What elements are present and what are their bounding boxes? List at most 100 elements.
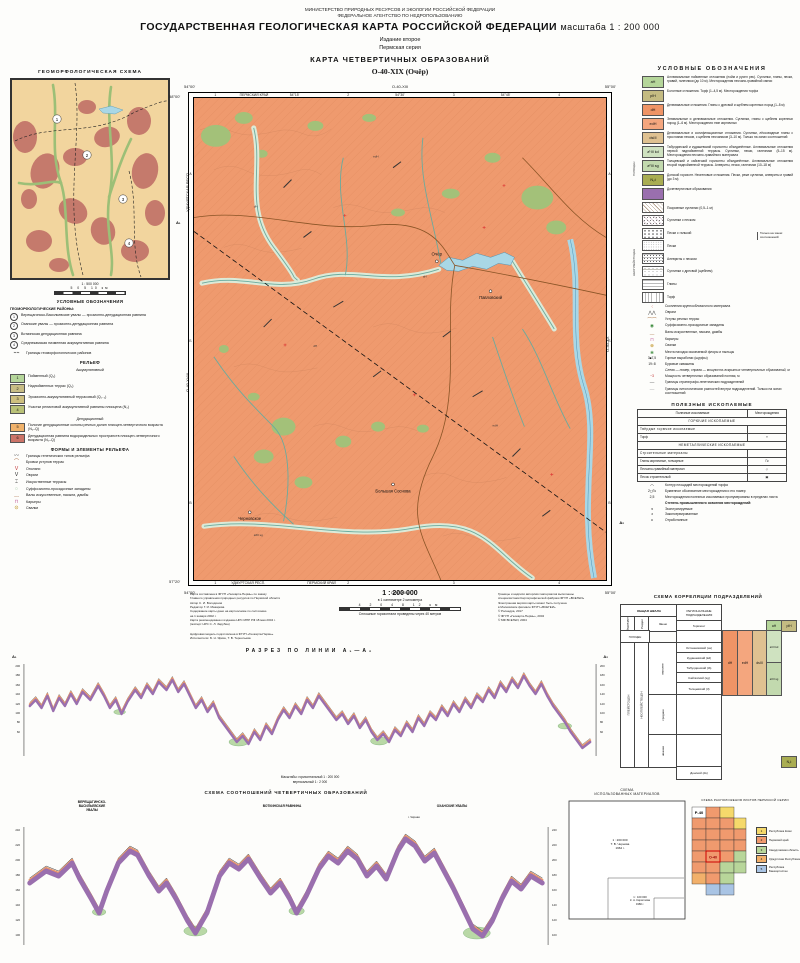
district-row: 4 Среднекамская низменная аккумулятивная … [10, 341, 170, 350]
lith-silt-icon [642, 253, 664, 265]
corner-lat-top: 58°00' [169, 94, 181, 99]
legend-unit-row: a¹III kd Табулдинский и кудашевский гориз… [642, 145, 796, 158]
symbol-row: ◉ Суффозионно-просадочные западины [642, 323, 796, 329]
relief-row: 2 Надпойменных террас (Q₃) [10, 384, 170, 394]
symbol-label: Скопления крупнообломочного материала [665, 303, 731, 308]
zveno-upper-cell: верхнее [648, 642, 678, 696]
mineral-name: Песчано-гравийный материал [637, 464, 748, 474]
relief-label: Надпойменных террас (Q₃) [28, 384, 74, 389]
unit-swatch: edH [642, 118, 664, 130]
peat-contour-icon: ◠ [650, 482, 654, 488]
accum-title: Аккумулятивный [76, 367, 104, 372]
status-title: Степень промышленного освоения месторожд… [665, 500, 752, 505]
map-unit-label: edH [493, 424, 498, 428]
lithology-row: Алевриты с песком [642, 253, 796, 265]
unit-swatch: dH [642, 104, 664, 116]
relief-row: 3 Эрозионно-аккумулятивный террасовый (Q₁… [10, 394, 170, 404]
lith-label: Глины [667, 282, 677, 287]
map-unit-label: a²III sg [254, 533, 263, 537]
peak-label: г. Чёрная [408, 815, 420, 819]
symbol-note-row: Слева — номер, справа — мощность вскрыты… [642, 368, 796, 373]
relief-type-border-icon: 〰 [13, 452, 19, 459]
district-3-marker: 3 [122, 197, 125, 202]
symbol-row: — Границы стратиграфо-генетических подраз… [642, 380, 796, 386]
geomorph-scale-value: 1 : 500 000 [81, 282, 99, 286]
form-row: ﹏ Валы искусственные, насыпи, дамбы [10, 493, 170, 498]
relief-label: Денудационная равнина водораздельных про… [28, 433, 160, 443]
symbol-row: ⊓ Карьеры [642, 337, 796, 343]
note-label: Буквенное обозначение месторождения и ег… [665, 488, 746, 493]
district-number-icon: 4 [10, 341, 18, 350]
lith-clay-icon [642, 278, 664, 290]
row-tick-b: Б [189, 339, 192, 343]
relief-swatch: 3 [10, 394, 25, 404]
geomorph-scalebar-labels: 5 0 5 10 км [70, 286, 110, 290]
holocene-label: ГОЛОЦЕН [628, 635, 642, 639]
town-label: Черновское [238, 516, 261, 521]
boulders-icon: ⁖ [650, 303, 654, 309]
row-tick-a: А [189, 171, 192, 176]
unit-description: Делювиальные отложения. Глины с дресвой … [667, 103, 785, 107]
credits-right: Границы и надписи авторских материалов в… [498, 592, 585, 623]
ministry-line: МИНИСТЕРСТВО ПРИРОДНЫХ РЕСУРСОВ И ЭКОЛОГ… [304, 7, 496, 12]
materials-svg [568, 800, 686, 920]
note-row: 2◻Гк Буквенное обозначение месторождения … [642, 488, 796, 494]
symbol-note: Слева — номер, справа — мощность вскрыты… [665, 368, 790, 373]
geomorph-scale: 1 : 500 000 5 0 5 10 км [8, 282, 172, 295]
credits-digital: Цифровая модель подготовлена в ФГУП «Гео… [190, 632, 274, 641]
deposit-mark-icon: 2◻Гк [647, 488, 657, 493]
region-swatch: 5 [756, 864, 767, 873]
symbol-row: 3■7,5 Горные выработки (шурфы) [642, 356, 796, 361]
town-label: Павловский [479, 295, 503, 300]
col-tick-1: 1 [214, 93, 217, 98]
symbol-label: Мощность четвертичных образований полная… [665, 374, 740, 379]
corner-lon-topright: 55°00' [604, 84, 616, 89]
map-scale: 1 : 200 000 [382, 590, 418, 597]
relations-svg [23, 827, 549, 945]
symbol-row: ⊕ Свалки [642, 343, 796, 349]
forms-title: ФОРМЫ И ЭЛЕМЕНТЫ РЕЛЬЕФА [50, 446, 130, 452]
quarry-icon: ⊓ [14, 498, 19, 505]
row-tick-a2: А [608, 171, 611, 176]
gully-icon: ⋀⋀ [648, 310, 656, 316]
dump-icon: ⊙ [14, 505, 19, 512]
lith-label: Торф [667, 295, 676, 300]
col-tick-4: 4 [558, 93, 561, 98]
row-tick-c2: В [608, 501, 611, 506]
legend-unit-row: N₂t Донской горизонт. Неогеновые отложени… [642, 173, 796, 186]
series-line: Пермская серия [379, 45, 421, 52]
rel-yticks-left: 240 220 200 180 160 140 120 100 [15, 828, 20, 937]
main-map: О-40-XIII 54°00' 55°00' 58°00' 57°20' 54… [169, 84, 624, 595]
sheets-legend: 1 Республика Коми 2 Пермский край 3 Свердло… [756, 825, 800, 875]
minerals-table: Полезные ископаемые Месторождения ГОРЮЧИЕ… [637, 408, 787, 482]
corner-lon-bottomright: 55°00' [604, 590, 616, 595]
symbol-row: ❀ Места находок ископаемой флоры и пыльцы [642, 349, 796, 356]
minerals-section-nonmetal: НЕМЕТАЛЛИЧЕСКИЕ ИСКОПАЕМЫЕ [637, 440, 787, 450]
ravine-icon: V [14, 472, 19, 479]
unit-swatch: a¹III kd [642, 146, 664, 158]
district-number-icon: 2 [10, 322, 18, 331]
fossil-flora-icon: ❀ [650, 349, 654, 355]
dike-icon: ﹏ [649, 329, 655, 335]
form-row: V Овраги [10, 473, 170, 478]
corr-cell-n2t: N₂t [781, 756, 797, 768]
relations-title: СХЕМА СООТНОШЕНИЙ ЧЕТВЕРТИЧНЫХ ОБРАЗОВАН… [204, 790, 368, 795]
form-row: ⌶ Искусственные террасы [10, 479, 170, 485]
legend-unit-row: dH Делювиальные отложения. Глины с дресво… [642, 103, 796, 116]
lithology-row: Суглинки с дресвой (щебнем) [642, 265, 796, 277]
symbol-label: Буровые скважины [665, 362, 695, 367]
region-bottom-left: УДМУРТСКАЯ РЕСП. [231, 580, 266, 585]
scalebar-labels: 4 2 0 4 8 12 км [358, 603, 442, 607]
district-border-label: Границы геоморфологических районов [26, 350, 92, 355]
mineral-symbol: ▣ [747, 472, 787, 482]
relief-label: Пологие денудационные склоны речных доли… [28, 422, 163, 432]
mineral-name: Торф [637, 432, 748, 442]
unit-swatch: dsIII [642, 132, 664, 144]
era-quaternary-label: ГОЛОЦЕН [632, 161, 636, 176]
symbol-row: 19○8 Буровые скважины [642, 362, 796, 367]
district-border-row: ⌁⌁ Границы геоморфологических районов [10, 350, 170, 356]
symbol-row: ⋀⋀ Овраги [642, 310, 796, 316]
deposit-number-icon: 2,5 [649, 494, 655, 499]
region-label: Свердловская область [769, 847, 799, 852]
map-title-text: ГОСУДАРСТВЕННАЯ ГЕОЛОГИЧЕСКАЯ КАРТА РОСС… [140, 21, 558, 34]
